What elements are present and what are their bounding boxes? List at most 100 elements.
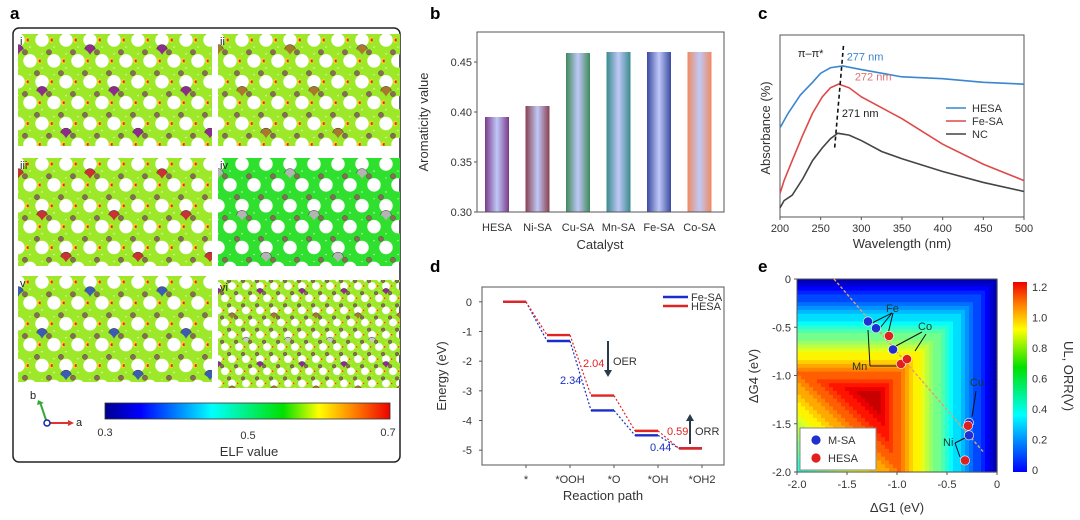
carbon-atom xyxy=(259,158,263,159)
heatmap-cell xyxy=(833,390,838,396)
heatmap-cell xyxy=(833,329,838,334)
legend-label-NC: NC xyxy=(972,129,988,141)
carbon-atom xyxy=(22,132,28,139)
heatmap-cell xyxy=(853,344,858,350)
heatmap-cell xyxy=(977,309,982,315)
heatmap-cell xyxy=(849,313,854,319)
heatmap-cell xyxy=(933,456,938,462)
heatmap-cell xyxy=(889,282,894,288)
heatmap-cell xyxy=(905,290,910,296)
heatmap-cell xyxy=(989,429,994,434)
heatmap-cell xyxy=(941,363,946,369)
heatmap-cell xyxy=(865,363,870,369)
heatmap-cell xyxy=(969,452,974,458)
heatmap-cell xyxy=(913,425,918,431)
elf-ring xyxy=(196,310,212,338)
heatmap-cell xyxy=(965,398,970,404)
heatmap-cell xyxy=(889,309,894,315)
heatmap-cell xyxy=(841,294,846,299)
heatmap-cell xyxy=(817,410,822,415)
elf-map-content xyxy=(218,280,400,393)
heatmap-cell xyxy=(953,352,958,357)
heatmap-cell xyxy=(837,294,842,299)
heatmap-cell xyxy=(885,452,890,458)
heatmap-cell xyxy=(881,448,886,454)
heatmap-cell xyxy=(973,336,978,342)
heatmap-cell xyxy=(969,398,974,404)
heatmap-cell xyxy=(937,456,942,462)
elf-ring xyxy=(218,326,226,343)
series-line-Fe-SA xyxy=(779,83,1025,194)
heatmap-cell xyxy=(797,375,802,380)
heatmap-cell xyxy=(909,452,914,458)
elf-ring xyxy=(336,254,364,266)
heatmap-cell xyxy=(961,325,966,330)
heatmap-cell xyxy=(845,279,850,284)
heatmap-cell xyxy=(945,468,950,473)
heatmap-cell xyxy=(929,306,934,311)
heatmap-cell xyxy=(837,302,842,307)
heatmap-cell xyxy=(909,387,914,392)
heatmap-cell xyxy=(889,421,894,427)
point-HESA-Ni xyxy=(960,455,970,466)
label-arrow xyxy=(954,442,961,458)
elf-lobe xyxy=(405,100,411,106)
heatmap-cell xyxy=(933,290,938,296)
heatmap-cell xyxy=(813,348,818,353)
heatmap-cell xyxy=(989,321,994,326)
heatmap-cell xyxy=(953,306,958,311)
heatmap-cell xyxy=(993,437,998,442)
elf-ring xyxy=(196,192,212,220)
carbon-atom xyxy=(46,173,52,180)
heatmap-cell xyxy=(913,468,918,473)
carbon-atom xyxy=(234,315,239,320)
heatmap-cell xyxy=(853,279,858,284)
heatmap-cell xyxy=(837,317,842,323)
heatmap-cell xyxy=(897,286,902,292)
heatmap-cell xyxy=(977,363,982,369)
carbon-atom xyxy=(190,333,196,339)
heatmap-cell xyxy=(845,379,850,384)
heatmap-cell xyxy=(985,325,990,330)
heatmap-cell xyxy=(825,333,830,338)
heatmap-cell xyxy=(917,441,922,446)
carbon-atom xyxy=(166,374,172,381)
heatmap-cell xyxy=(861,387,866,392)
heatmap-cell xyxy=(933,348,938,353)
heatmap-cell xyxy=(829,290,834,296)
heatmap-cell xyxy=(981,379,986,384)
heatmap-cell xyxy=(829,398,834,404)
carbon-atom xyxy=(269,376,274,381)
heatmap-cell xyxy=(949,356,954,361)
elf-ring xyxy=(336,213,364,241)
x-tick-label: 450 xyxy=(974,223,992,235)
heatmap-cell xyxy=(817,398,822,404)
carbon-atom xyxy=(234,389,238,393)
heatmap-cell xyxy=(837,336,842,342)
heatmap-cell xyxy=(801,352,806,357)
heatmap-cell xyxy=(857,302,862,307)
heatmap-cell xyxy=(913,317,918,323)
panel-b-bar-chart: HESA Ni-SA Cu-SA Mn-SA Fe-SA Co-SA0.300.350.4… xyxy=(416,31,725,252)
carbon-atom xyxy=(381,303,386,308)
heatmap-cell xyxy=(969,344,974,350)
elf-lobe xyxy=(73,404,79,410)
heatmap-cell xyxy=(961,433,966,438)
heatmap-cell xyxy=(933,441,938,446)
heatmap-cell xyxy=(965,444,970,450)
heatmap-cell xyxy=(949,425,954,431)
carbon-atom xyxy=(318,364,323,369)
heatmap-cell xyxy=(913,398,918,404)
heatmap-cell xyxy=(981,367,986,373)
x-tick-label: *OH2 xyxy=(689,474,716,486)
heatmap-cell xyxy=(981,421,986,427)
heatmap-cell xyxy=(957,460,962,465)
heatmap-cell xyxy=(977,441,982,446)
carbon-atom xyxy=(190,256,196,263)
heatmap-cell xyxy=(977,317,982,323)
heatmap-cell xyxy=(917,464,922,469)
elf-ring xyxy=(412,175,432,195)
heatmap-cell xyxy=(969,414,974,419)
heatmap-cell xyxy=(921,286,926,292)
heatmap-cell xyxy=(841,348,846,353)
